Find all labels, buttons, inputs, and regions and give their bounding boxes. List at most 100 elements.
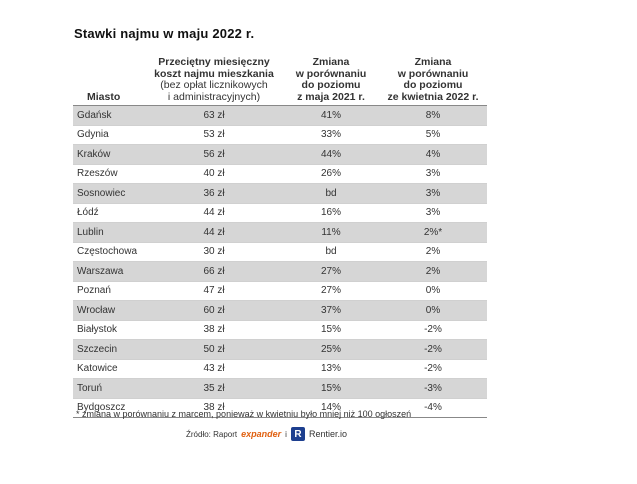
- cell-yoy: 33%: [283, 124, 379, 145]
- header-yoy-line3: do poziomu: [301, 79, 361, 91]
- source-connector: i: [285, 429, 287, 439]
- header-yoy-line1: Zmiana: [312, 56, 350, 68]
- header-mom: Zmiana w porównaniu do poziomu ze kwietn…: [379, 50, 487, 106]
- cell-city: Łódź: [73, 202, 145, 223]
- cell-city: Wrocław: [73, 300, 145, 320]
- cell-cost: 63 zł: [145, 105, 283, 125]
- cell-city: Gdańsk: [73, 105, 145, 125]
- footnote: * zmiana w porównaniu z marcem, ponieważ…: [76, 409, 412, 419]
- cell-mom: 2%: [379, 241, 487, 262]
- table-row: Katowice 43 zł 13% -2%: [73, 358, 487, 379]
- source-line: Źródło: Raport expander i R Rentier.io: [186, 427, 347, 441]
- cell-yoy: 11%: [283, 222, 379, 242]
- cell-yoy: 26%: [283, 163, 379, 184]
- cell-yoy: 27%: [283, 280, 379, 301]
- page-title: Stawki najmu w maju 2022 r.: [74, 26, 255, 41]
- table-row: Częstochowa 30 zł bd 2%: [73, 241, 487, 262]
- header-cost-line1: Przeciętny miesięczny: [158, 56, 270, 68]
- cell-cost: 50 zł: [145, 339, 283, 359]
- table-row: Lublin 44 zł 11% 2%*: [73, 222, 487, 242]
- cell-cost: 30 zł: [145, 241, 283, 262]
- cell-yoy: 44%: [283, 144, 379, 164]
- table-row: Kraków 56 zł 44% 4%: [73, 144, 487, 164]
- table-row: Warszawa 66 zł 27% 2%: [73, 261, 487, 281]
- cell-cost: 44 zł: [145, 222, 283, 242]
- cell-city: Rzeszów: [73, 163, 145, 184]
- cell-yoy: 37%: [283, 300, 379, 320]
- table-body: Gdańsk 63 zł 41% 8% Gdynia 53 zł 33% 5% Kraków…: [73, 105, 487, 418]
- header-cost-line4: i administracyjnych): [167, 90, 261, 103]
- cell-mom: -4%: [379, 397, 487, 418]
- cell-mom: 2%: [379, 261, 487, 281]
- header-cost-line2: koszt najmu mieszkania: [154, 67, 274, 80]
- cell-yoy: bd: [283, 183, 379, 203]
- cell-mom: 2%*: [379, 222, 487, 242]
- cell-cost: 40 zł: [145, 163, 283, 184]
- table-row: Białystok 38 zł 15% -2%: [73, 319, 487, 340]
- cell-cost: 44 zł: [145, 202, 283, 223]
- table-row: Gdańsk 63 zł 41% 8%: [73, 105, 487, 125]
- header-yoy-line2: w porównaniu: [295, 67, 367, 80]
- cell-yoy: 41%: [283, 105, 379, 125]
- cell-mom: 3%: [379, 163, 487, 184]
- cell-yoy: 15%: [283, 378, 379, 398]
- cell-city: Szczecin: [73, 339, 145, 359]
- cell-city: Poznań: [73, 280, 145, 301]
- rent-table: Miasto Przeciętny miesięczny koszt najmu…: [73, 50, 487, 418]
- cell-cost: 35 zł: [145, 378, 283, 398]
- header-mom-line2: w porównaniu: [397, 67, 469, 80]
- table-row: Toruń 35 zł 15% -3%: [73, 378, 487, 398]
- cell-mom: -2%: [379, 319, 487, 340]
- cell-city: Sosnowiec: [73, 183, 145, 203]
- cell-mom: 3%: [379, 202, 487, 223]
- cell-mom: 0%: [379, 300, 487, 320]
- header-cost-line3: (bez opłat licznikowych: [160, 79, 268, 91]
- expander-logo: expander: [241, 429, 282, 439]
- cell-cost: 47 zł: [145, 280, 283, 301]
- cell-mom: 4%: [379, 144, 487, 164]
- table-row: Bydgoszcz 38 zł 14% -4%: [73, 397, 487, 418]
- table-row: Wrocław 60 zł 37% 0%: [73, 300, 487, 320]
- cell-city: Katowice: [73, 358, 145, 379]
- cell-yoy: 27%: [283, 261, 379, 281]
- header-yoy-line4: z maja 2021 r.: [297, 90, 365, 103]
- cell-city: Kraków: [73, 144, 145, 164]
- cell-city: Częstochowa: [73, 241, 145, 262]
- table-row: Szczecin 50 zł 25% -2%: [73, 339, 487, 359]
- cell-city: Białystok: [73, 319, 145, 340]
- cell-yoy: 25%: [283, 339, 379, 359]
- cell-mom: 3%: [379, 183, 487, 203]
- cell-cost: 56 zł: [145, 144, 283, 164]
- cell-mom: -2%: [379, 339, 487, 359]
- header-mom-line3: do poziomu: [403, 79, 463, 91]
- cell-mom: 8%: [379, 105, 487, 125]
- cell-mom: 0%: [379, 280, 487, 301]
- cell-yoy: 14%: [283, 397, 379, 418]
- cell-cost: 60 zł: [145, 300, 283, 320]
- header-mom-line4: ze kwietnia 2022 r.: [387, 90, 479, 103]
- header-city: Miasto: [87, 90, 121, 103]
- cell-cost: 53 zł: [145, 124, 283, 145]
- rentier-logo-text: Rentier.io: [308, 429, 347, 439]
- cell-cost: 66 zł: [145, 261, 283, 281]
- cell-yoy: 15%: [283, 319, 379, 340]
- table-row: Łódź 44 zł 16% 3%: [73, 202, 487, 223]
- table-row: Rzeszów 40 zł 26% 3%: [73, 163, 487, 184]
- cell-cost: 36 zł: [145, 183, 283, 203]
- cell-city: Bydgoszcz: [73, 397, 145, 418]
- cell-mom: 5%: [379, 124, 487, 145]
- cell-yoy: bd: [283, 241, 379, 262]
- cell-city: Lublin: [73, 222, 145, 242]
- table-row: Gdynia 53 zł 33% 5%: [73, 124, 487, 145]
- header-yoy: Zmiana w porównaniu do poziomu z maja 20…: [283, 50, 379, 106]
- cell-mom: -3%: [379, 378, 487, 398]
- header-mom-line1: Zmiana: [414, 56, 452, 68]
- cell-cost: 43 zł: [145, 358, 283, 379]
- cell-cost: 38 zł: [145, 397, 283, 418]
- table-row: Poznań 47 zł 27% 0%: [73, 280, 487, 301]
- cell-city: Toruń: [73, 378, 145, 398]
- rentier-logo-icon: R: [290, 427, 305, 441]
- source-label: Źródło: Raport: [186, 429, 238, 439]
- table-row: Sosnowiec 36 zł bd 3%: [73, 183, 487, 203]
- cell-yoy: 13%: [283, 358, 379, 379]
